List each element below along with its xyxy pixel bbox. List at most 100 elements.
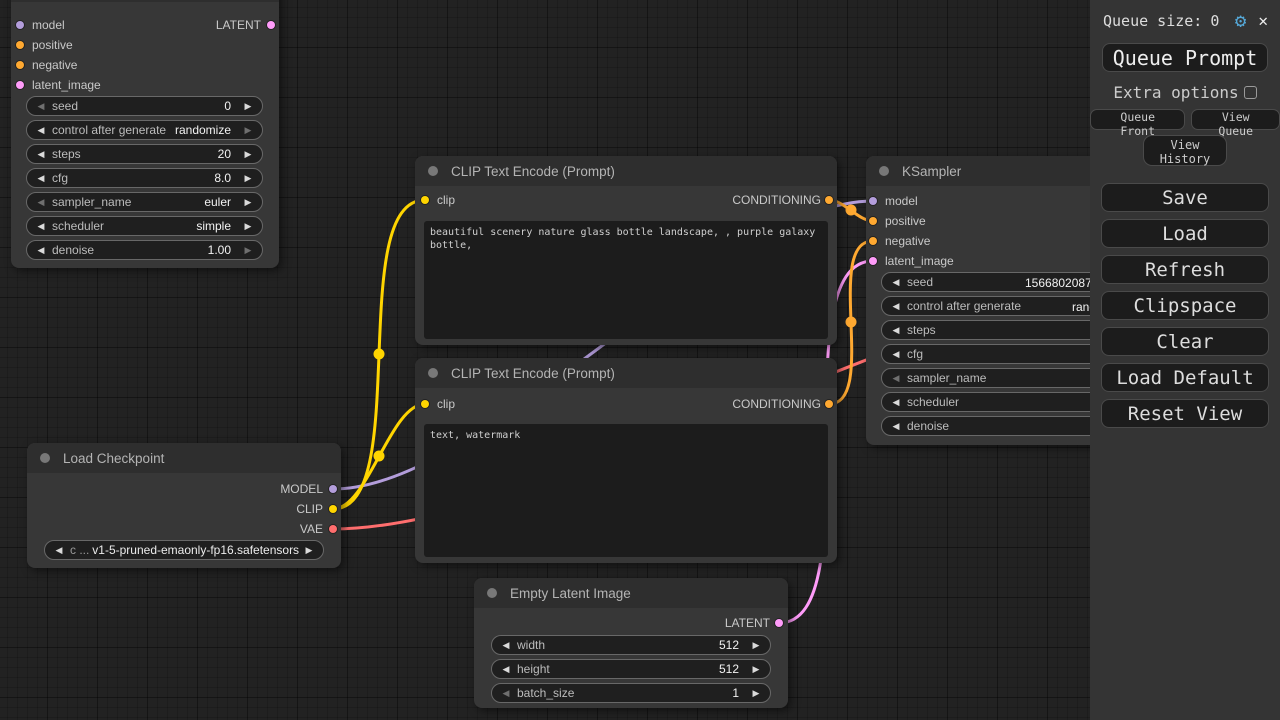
node-ksampler-left[interactable]: KSampler model positive negative latent_… xyxy=(11,0,279,268)
input-port-clip[interactable] xyxy=(421,400,429,408)
decrement-arrow-icon[interactable]: ◀ xyxy=(892,300,900,311)
widget-steps[interactable]: ◀ steps xyxy=(881,320,1145,340)
node-collapse-dot[interactable] xyxy=(487,588,497,598)
increment-arrow-icon[interactable]: ▶ xyxy=(244,244,252,255)
node-titlebar[interactable]: Empty Latent Image xyxy=(474,578,788,608)
decrement-arrow-icon[interactable]: ◀ xyxy=(37,244,45,255)
clipspace-button[interactable]: Clipspace xyxy=(1101,291,1269,320)
clear-button[interactable]: Clear xyxy=(1101,327,1269,356)
input-port-negative[interactable] xyxy=(869,237,877,245)
increment-arrow-icon[interactable]: ▶ xyxy=(305,544,313,555)
decrement-arrow-icon[interactable]: ◀ xyxy=(892,348,900,359)
widget-value[interactable]: 1 xyxy=(732,686,739,700)
widget-height[interactable]: ◀ height 512 ▶ xyxy=(491,659,771,679)
decrement-arrow-icon[interactable]: ◀ xyxy=(502,687,510,698)
input-port-positive[interactable] xyxy=(16,41,24,49)
decrement-arrow-icon[interactable]: ◀ xyxy=(37,124,45,135)
increment-arrow-icon[interactable]: ▶ xyxy=(752,687,760,698)
input-port-model[interactable] xyxy=(16,21,24,29)
output-port-latent[interactable] xyxy=(775,619,783,627)
prompt-textarea[interactable]: beautiful scenery nature glass bottle la… xyxy=(424,221,828,339)
input-port-clip[interactable] xyxy=(421,196,429,204)
decrement-arrow-icon[interactable]: ◀ xyxy=(37,172,45,183)
load-button[interactable]: Load xyxy=(1101,219,1269,248)
node-collapse-dot[interactable] xyxy=(428,368,438,378)
decrement-arrow-icon[interactable]: ◀ xyxy=(892,324,900,335)
widget-control-after-generate[interactable]: ◀ control after generate randomize xyxy=(881,296,1145,316)
widget-value[interactable]: randomize xyxy=(174,123,231,137)
widget-ckpt-name[interactable]: ◀ c ... v1-5-pruned-emaonly-fp16.safeten… xyxy=(44,540,324,560)
increment-arrow-icon[interactable]: ▶ xyxy=(244,124,252,135)
settings-gear-icon[interactable]: ⚙ xyxy=(1234,9,1247,32)
input-port-model[interactable] xyxy=(869,197,877,205)
widget-value[interactable]: simple xyxy=(196,219,231,233)
node-collapse-dot[interactable] xyxy=(879,166,889,176)
node-collapse-dot[interactable] xyxy=(428,166,438,176)
decrement-arrow-icon[interactable]: ◀ xyxy=(892,396,900,407)
node-titlebar[interactable]: CLIP Text Encode (Prompt) xyxy=(415,358,837,388)
widget-value[interactable]: 20 xyxy=(217,147,231,161)
node-collapse-dot[interactable] xyxy=(40,453,50,463)
widget-denoise[interactable]: ◀ denoise 1.00 ▶ xyxy=(26,240,263,260)
save-button[interactable]: Save xyxy=(1101,183,1269,212)
widget-value[interactable]: 15668020871 xyxy=(1025,276,1099,290)
widget-width[interactable]: ◀ width 512 ▶ xyxy=(491,635,771,655)
widget-value[interactable]: v1-5-pruned-emaonly-fp16.safetensors xyxy=(92,543,300,557)
output-port-clip[interactable] xyxy=(329,505,337,513)
widget-cfg[interactable]: ◀ cfg xyxy=(881,344,1145,364)
widget-value[interactable]: 512 xyxy=(718,662,739,676)
queue-front-button[interactable]: Queue Front xyxy=(1090,109,1186,138)
node-clip-text-encode-positive[interactable]: CLIP Text Encode (Prompt) clip CONDITION… xyxy=(415,156,837,345)
widget-steps[interactable]: ◀ steps 20 ▶ xyxy=(26,144,263,164)
extra-options-checkbox[interactable] xyxy=(1243,86,1257,99)
queue-prompt-button[interactable]: Queue Prompt xyxy=(1102,43,1268,72)
widget-value[interactable]: euler xyxy=(204,195,231,209)
increment-arrow-icon[interactable]: ▶ xyxy=(244,172,252,183)
decrement-arrow-icon[interactable]: ◀ xyxy=(37,220,45,231)
decrement-arrow-icon[interactable]: ◀ xyxy=(37,196,45,207)
prompt-textarea[interactable]: text, watermark xyxy=(424,424,828,557)
increment-arrow-icon[interactable]: ▶ xyxy=(244,220,252,231)
increment-arrow-icon[interactable]: ▶ xyxy=(244,148,252,159)
decrement-arrow-icon[interactable]: ◀ xyxy=(37,100,45,111)
widget-value[interactable]: 1.00 xyxy=(207,243,231,257)
widget-sampler-name[interactable]: ◀ sampler_name euler ▶ xyxy=(26,192,263,212)
node-empty-latent-image[interactable]: Empty Latent Image LATENT ◀ width 512 ▶ … xyxy=(474,578,788,708)
increment-arrow-icon[interactable]: ▶ xyxy=(244,100,252,111)
view-history-button[interactable]: View History xyxy=(1143,135,1227,166)
decrement-arrow-icon[interactable]: ◀ xyxy=(37,148,45,159)
reset-view-button[interactable]: Reset View xyxy=(1101,399,1269,428)
close-icon[interactable]: ✕ xyxy=(1258,11,1268,30)
widget-value[interactable]: 8.0 xyxy=(214,171,231,185)
increment-arrow-icon[interactable]: ▶ xyxy=(752,663,760,674)
view-queue-button[interactable]: View Queue xyxy=(1191,109,1280,138)
widget-control-after-generate[interactable]: ◀ control after generate randomize ▶ xyxy=(26,120,263,140)
decrement-arrow-icon[interactable]: ◀ xyxy=(892,276,900,287)
output-port-conditioning[interactable] xyxy=(825,196,833,204)
load-default-button[interactable]: Load Default xyxy=(1101,363,1269,392)
widget-batch-size[interactable]: ◀ batch_size 1 ▶ xyxy=(491,683,771,703)
decrement-arrow-icon[interactable]: ◀ xyxy=(55,544,63,555)
increment-arrow-icon[interactable]: ▶ xyxy=(244,196,252,207)
widget-cfg[interactable]: ◀ cfg 8.0 ▶ xyxy=(26,168,263,188)
output-port-model[interactable] xyxy=(329,485,337,493)
widget-denoise[interactable]: ◀ denoise xyxy=(881,416,1145,436)
node-clip-text-encode-negative[interactable]: CLIP Text Encode (Prompt) clip CONDITION… xyxy=(415,358,837,563)
input-port-latent-image[interactable] xyxy=(16,81,24,89)
decrement-arrow-icon[interactable]: ◀ xyxy=(502,663,510,674)
node-load-checkpoint[interactable]: Load Checkpoint MODEL CLIP VAE ◀ c ... v… xyxy=(27,443,341,568)
node-titlebar[interactable]: KSampler xyxy=(11,0,279,2)
decrement-arrow-icon[interactable]: ◀ xyxy=(502,639,510,650)
widget-seed[interactable]: ◀ seed 0 ▶ xyxy=(26,96,263,116)
node-titlebar[interactable]: CLIP Text Encode (Prompt) xyxy=(415,156,837,186)
refresh-button[interactable]: Refresh xyxy=(1101,255,1269,284)
input-port-positive[interactable] xyxy=(869,217,877,225)
decrement-arrow-icon[interactable]: ◀ xyxy=(892,420,900,431)
decrement-arrow-icon[interactable]: ◀ xyxy=(892,372,900,383)
widget-scheduler[interactable]: ◀ scheduler simple ▶ xyxy=(26,216,263,236)
input-port-latent-image[interactable] xyxy=(869,257,877,265)
widget-sampler-name[interactable]: ◀ sampler_name xyxy=(881,368,1145,388)
output-port-latent[interactable] xyxy=(267,21,275,29)
widget-value[interactable]: 0 xyxy=(224,99,231,113)
